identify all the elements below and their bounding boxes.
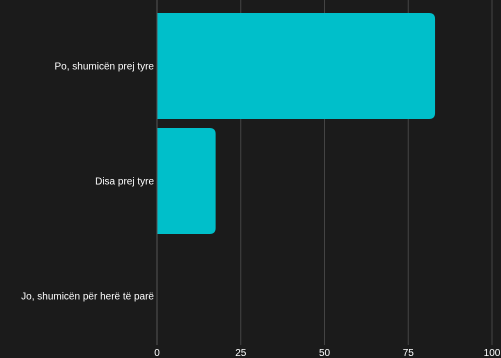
x-tick-label: 50 bbox=[319, 348, 331, 358]
x-tick-label: 25 bbox=[235, 348, 247, 358]
x-tick-label: 0 bbox=[154, 348, 160, 358]
category-label: Po, shumicën prej tyre bbox=[55, 62, 155, 73]
x-tick-label: 75 bbox=[403, 348, 415, 358]
bar bbox=[157, 13, 436, 119]
bar bbox=[157, 128, 216, 234]
category-label: Disa prej tyre bbox=[95, 177, 154, 188]
x-tick-label: 100 bbox=[484, 348, 501, 358]
category-label: Jo, shumicën për herë të parë bbox=[21, 292, 154, 303]
